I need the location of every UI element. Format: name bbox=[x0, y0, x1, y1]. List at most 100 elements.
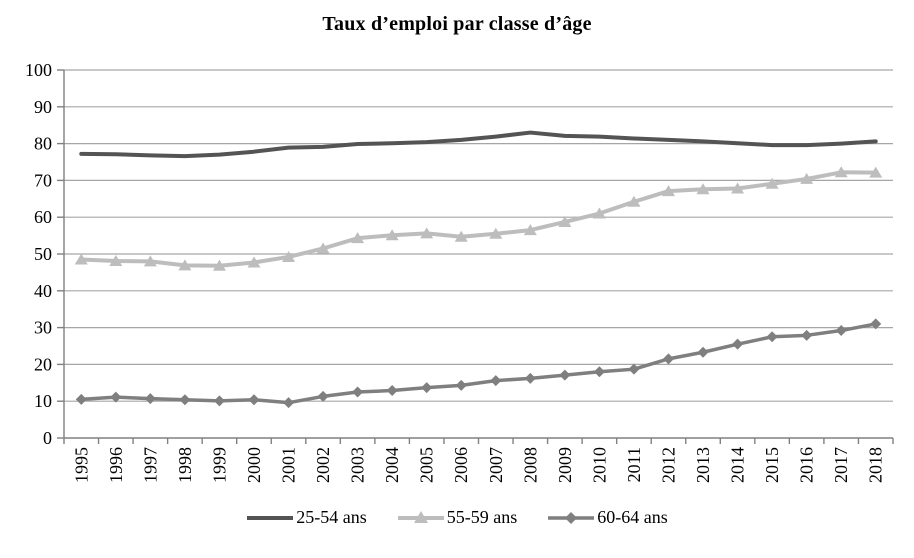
marker-triangle-icon bbox=[627, 195, 641, 207]
marker-triangle-icon bbox=[212, 259, 226, 271]
x-tick-label: 2018 bbox=[866, 447, 886, 483]
marker-triangle-icon bbox=[247, 256, 261, 268]
x-tick-label: 1998 bbox=[175, 447, 195, 483]
marker-diamond-icon bbox=[283, 397, 295, 409]
x-tick-label: 2005 bbox=[417, 447, 437, 483]
marker-triangle-icon bbox=[696, 183, 710, 195]
legend-swatch-diamond-icon bbox=[548, 511, 595, 524]
y-tick-label: 90 bbox=[34, 97, 52, 117]
marker-triangle-icon bbox=[178, 259, 192, 271]
chart-legend: 25-54 ans 55-59 ans 60-64 ans bbox=[0, 507, 914, 528]
x-tick-label: 2004 bbox=[382, 447, 402, 483]
marker-diamond-icon bbox=[697, 346, 709, 358]
legend-item-60-64: 60-64 ans bbox=[547, 507, 668, 528]
y-tick-label: 100 bbox=[25, 60, 52, 80]
marker-triangle-icon bbox=[143, 255, 157, 267]
x-tick-label: 2006 bbox=[451, 447, 471, 483]
x-tick-label: 2014 bbox=[728, 447, 748, 483]
x-tick-label: 2013 bbox=[693, 447, 713, 483]
y-axis: 0 10 20 30 40 50 60 70 80 90 100 bbox=[25, 60, 65, 448]
marker-triangle-icon bbox=[834, 166, 848, 178]
y-tick-label: 40 bbox=[34, 281, 52, 301]
marker-triangle-icon bbox=[454, 230, 468, 242]
marker-diamond-icon bbox=[628, 363, 640, 375]
x-tick-label: 2011 bbox=[624, 447, 644, 482]
marker-diamond-icon bbox=[352, 386, 364, 398]
x-tick-label: 2015 bbox=[762, 447, 782, 483]
marker-triangle-icon bbox=[523, 224, 537, 236]
y-tick-label: 30 bbox=[34, 318, 52, 338]
marker-diamond-icon bbox=[248, 394, 260, 406]
marker-diamond-icon bbox=[386, 385, 398, 397]
gridlines bbox=[64, 69, 893, 402]
marker-diamond-icon bbox=[870, 318, 882, 330]
marker-diamond-icon bbox=[455, 379, 467, 391]
series-60-64-ans bbox=[75, 318, 882, 409]
marker-diamond-icon bbox=[732, 338, 744, 350]
marker-triangle-icon bbox=[420, 227, 434, 239]
series-55-59-ans bbox=[74, 166, 883, 271]
marker-diamond-icon bbox=[110, 391, 122, 403]
x-tick-label: 2009 bbox=[555, 447, 575, 483]
y-tick-label: 70 bbox=[34, 170, 52, 190]
marker-triangle-icon bbox=[765, 177, 779, 189]
marker-diamond-icon bbox=[801, 329, 813, 341]
marker-triangle-icon bbox=[661, 185, 675, 197]
marker-triangle-icon bbox=[592, 207, 606, 219]
marker-diamond-icon bbox=[490, 375, 502, 387]
x-axis: 1995 1996 1997 1998 1999 2000 2001 2002 2003 2004… bbox=[63, 437, 894, 483]
marker-triangle-icon bbox=[800, 172, 814, 184]
marker-diamond-icon bbox=[662, 353, 674, 365]
marker-triangle-icon bbox=[282, 250, 296, 262]
series-25-54-ans bbox=[79, 130, 878, 159]
y-tick-label: 0 bbox=[43, 428, 52, 448]
legend-label: 25-54 ans bbox=[296, 507, 367, 527]
legend-swatch-line-icon bbox=[247, 515, 294, 520]
marker-triangle-icon bbox=[385, 229, 399, 241]
marker-triangle-icon bbox=[558, 215, 572, 227]
x-tick-label: 2002 bbox=[313, 447, 333, 483]
x-tick-label: 2000 bbox=[244, 447, 264, 483]
y-tick-label: 80 bbox=[34, 134, 52, 154]
chart-title: Taux d’emploi par classe d’âge bbox=[322, 13, 592, 35]
marker-diamond-icon bbox=[317, 390, 329, 402]
marker-triangle-icon bbox=[109, 254, 123, 266]
marker-diamond-icon bbox=[524, 372, 536, 384]
marker-diamond-icon bbox=[421, 382, 433, 394]
marker-diamond-icon bbox=[144, 393, 156, 405]
legend-label: 60-64 ans bbox=[597, 507, 668, 527]
marker-triangle-icon bbox=[869, 166, 883, 178]
marker-triangle-icon bbox=[74, 253, 88, 265]
x-tick-label: 2010 bbox=[589, 447, 609, 483]
marker-diamond-icon bbox=[559, 369, 571, 381]
x-tick-label: 2008 bbox=[520, 447, 540, 483]
marker-diamond-icon bbox=[75, 393, 87, 405]
marker-diamond-icon bbox=[213, 395, 225, 407]
marker-triangle-icon bbox=[316, 242, 330, 254]
x-tick-label: 2016 bbox=[797, 447, 817, 483]
marker-diamond-icon bbox=[179, 394, 191, 406]
legend-item-25-54: 25-54 ans bbox=[246, 507, 367, 528]
y-tick-label: 20 bbox=[34, 354, 52, 374]
x-tick-label: 2007 bbox=[486, 447, 506, 483]
y-tick-label: 10 bbox=[34, 391, 52, 411]
x-tick-label: 2003 bbox=[348, 447, 368, 483]
marker-triangle-icon bbox=[489, 227, 503, 239]
x-tick-label: 1997 bbox=[140, 447, 160, 483]
marker-diamond-icon bbox=[835, 325, 847, 337]
marker-diamond-icon bbox=[593, 366, 605, 378]
x-tick-label: 1999 bbox=[209, 447, 229, 483]
legend-swatch-triangle-icon bbox=[397, 510, 444, 523]
legend-label: 55-59 ans bbox=[446, 507, 518, 527]
legend-item-55-59: 55-59 ans bbox=[397, 507, 518, 528]
y-tick-label: 60 bbox=[34, 207, 52, 227]
marker-triangle-icon bbox=[351, 232, 365, 244]
x-tick-label: 2001 bbox=[279, 447, 299, 483]
x-tick-label: 1995 bbox=[71, 447, 91, 483]
marker-triangle-icon bbox=[731, 182, 745, 194]
x-tick-label: 2017 bbox=[831, 447, 851, 483]
x-tick-label: 2012 bbox=[658, 447, 678, 483]
x-tick-label: 1996 bbox=[106, 447, 126, 483]
marker-diamond-icon bbox=[766, 331, 778, 343]
